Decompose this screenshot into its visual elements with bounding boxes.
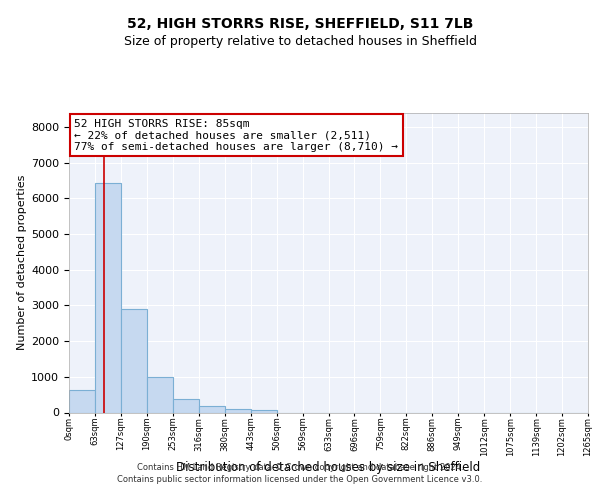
Bar	[199, 406, 224, 412]
Bar	[121, 309, 147, 412]
X-axis label: Distribution of detached houses by size in Sheffield: Distribution of detached houses by size …	[176, 461, 481, 474]
Bar	[224, 409, 251, 412]
Text: Size of property relative to detached houses in Sheffield: Size of property relative to detached ho…	[124, 35, 476, 48]
Bar	[147, 377, 173, 412]
Text: 52 HIGH STORRS RISE: 85sqm
← 22% of detached houses are smaller (2,511)
77% of s: 52 HIGH STORRS RISE: 85sqm ← 22% of deta…	[74, 118, 398, 152]
Bar	[69, 390, 95, 412]
Bar	[95, 183, 121, 412]
Y-axis label: Number of detached properties: Number of detached properties	[17, 175, 27, 350]
Bar	[173, 400, 199, 412]
Text: 52, HIGH STORRS RISE, SHEFFIELD, S11 7LB: 52, HIGH STORRS RISE, SHEFFIELD, S11 7LB	[127, 18, 473, 32]
Text: Contains public sector information licensed under the Open Government Licence v3: Contains public sector information licen…	[118, 475, 482, 484]
Text: Contains HM Land Registry data © Crown copyright and database right 2024.: Contains HM Land Registry data © Crown c…	[137, 464, 463, 472]
Bar	[251, 410, 277, 412]
